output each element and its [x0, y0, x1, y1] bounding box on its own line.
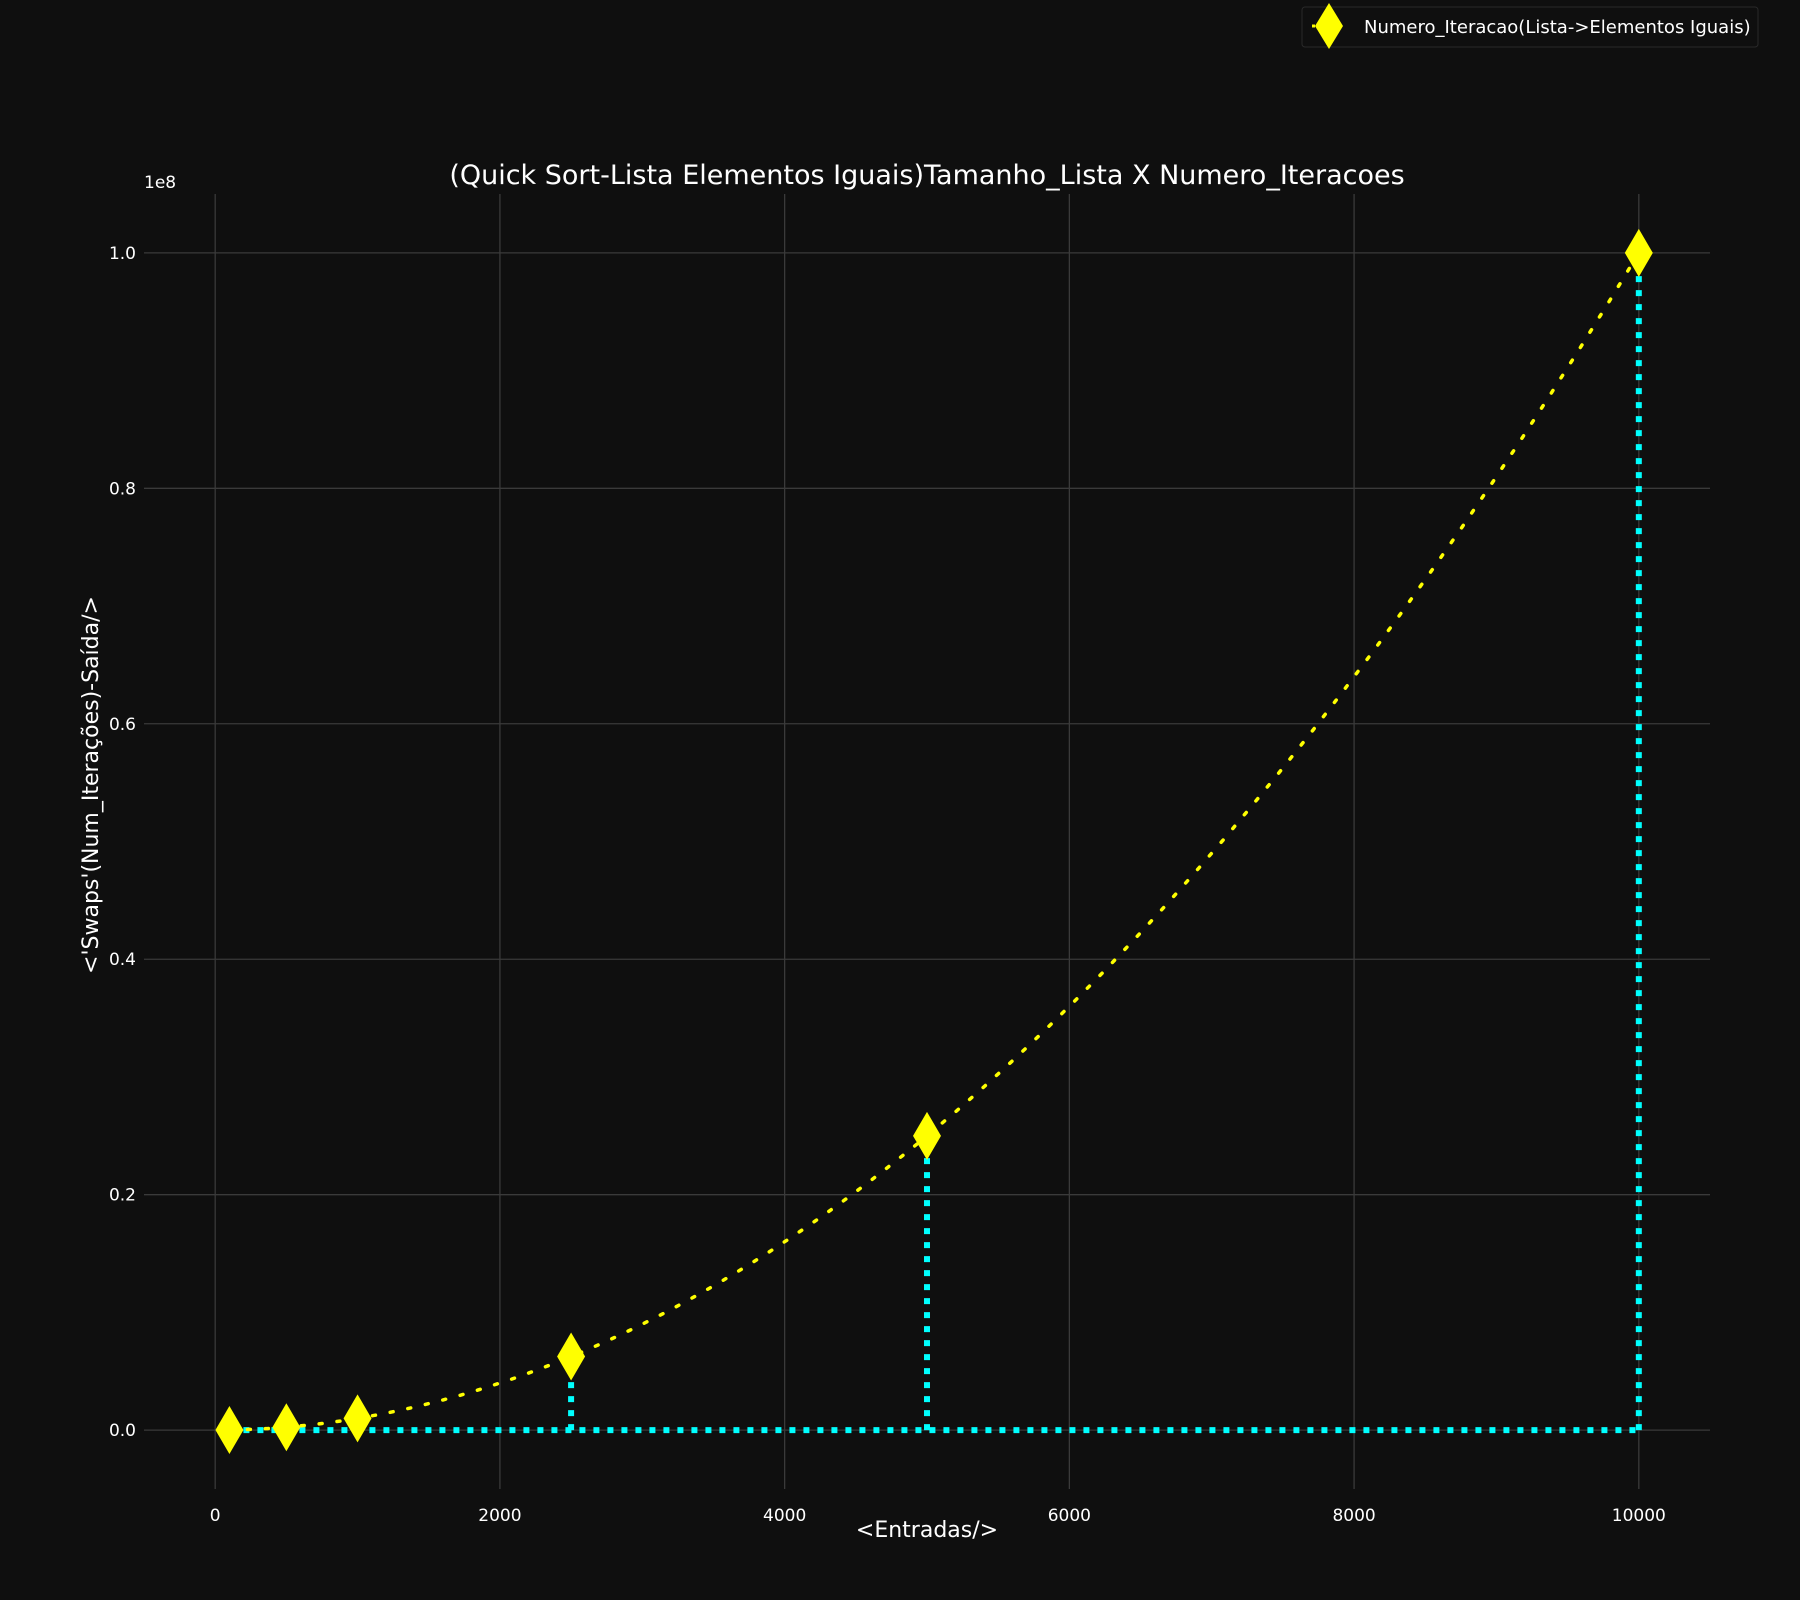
x-tick-label: 6000: [1048, 1506, 1091, 1526]
data-point-marker: [343, 1394, 372, 1443]
legend: Numero_Iteracao(Lista->Elementos Iguais): [1301, 3, 1759, 49]
x-tick-label: 2000: [478, 1506, 521, 1526]
y-axis-label: <'Swaps'(Num_Iterações)-Saída/>: [79, 596, 104, 974]
y-tick-label: 0.2: [109, 1186, 136, 1206]
chart-title: (Quick Sort-Lista Elementos Iguais)Taman…: [449, 160, 1404, 191]
legend-diamond-marker: [1315, 3, 1343, 49]
data-point-marker: [272, 1403, 301, 1452]
legend-box: [1301, 6, 1759, 48]
y-tick-label: 0.0: [109, 1421, 136, 1441]
y-axis-offset-label: 1e8: [144, 173, 176, 193]
data-point-marker: [1624, 228, 1653, 277]
data-point-marker: [215, 1406, 244, 1455]
series-layer: [215, 228, 1653, 1455]
y-tick-label: 1.0: [109, 244, 136, 264]
x-tick-label: 10000: [1612, 1506, 1666, 1526]
x-axis-label: <Entradas/>: [856, 1518, 998, 1543]
data-point-marker: [913, 1111, 941, 1160]
x-tick-label: 8000: [1332, 1506, 1375, 1526]
series-line: [227, 251, 1641, 1432]
x-tick-label: 4000: [763, 1506, 806, 1526]
y-tick-label: 0.4: [109, 950, 136, 970]
legend-label: Numero_Iteracao(Lista->Elementos Iguais): [1364, 17, 1751, 38]
x-tick-label: 0: [210, 1506, 221, 1526]
y-tick-label: 0.8: [109, 479, 136, 499]
tick-labels: 0 2000 4000 6000 8000 10000 0.0 0.2 0.4 0.6 0.8 1.0: [109, 244, 1666, 1526]
data-point-marker: [557, 1332, 586, 1381]
y-tick-label: 0.6: [109, 715, 136, 735]
